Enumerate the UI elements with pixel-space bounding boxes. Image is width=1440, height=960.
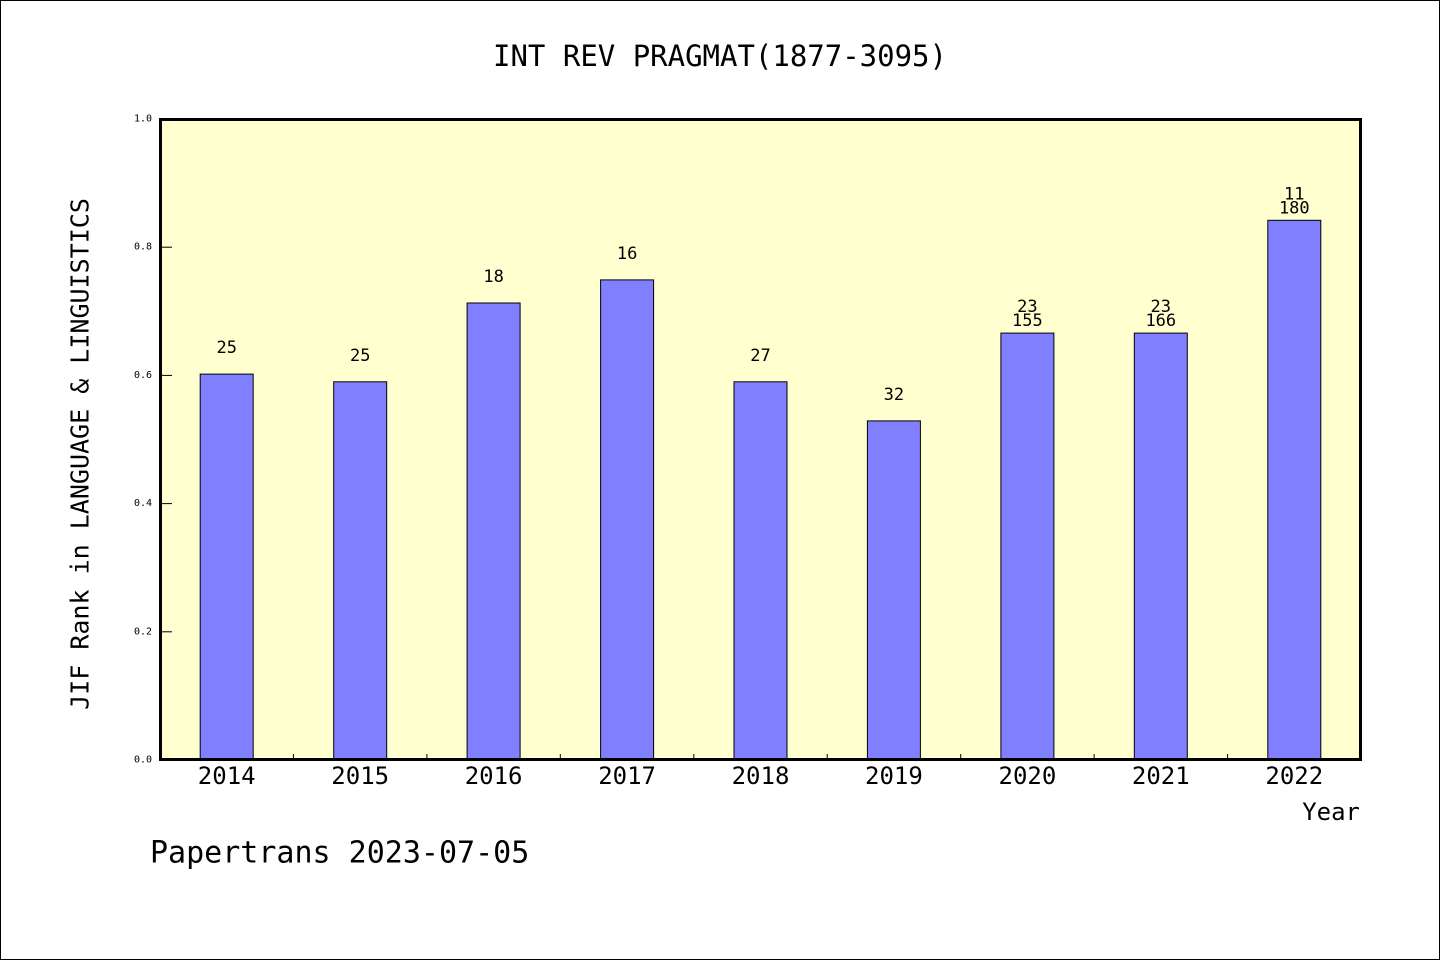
x-tick-label: 2021	[1132, 762, 1190, 790]
y-tick-label: 0.4	[134, 498, 152, 509]
y-tick-label: 1.0	[134, 114, 152, 125]
x-tick-label: 2015	[331, 762, 389, 790]
y-tick-label: 0.2	[134, 626, 152, 637]
y-tick-label: 0.8	[134, 242, 152, 253]
y-tick-label: 0.6	[134, 370, 152, 381]
data-label: 25	[350, 346, 370, 366]
data-label: 18	[483, 267, 503, 287]
x-tick-label: 2020	[999, 762, 1057, 790]
bar-2017	[600, 279, 655, 761]
bar-2020	[1000, 332, 1055, 761]
y-axis-label: JIF Rank in LANGUAGE & LINGUISTICS	[66, 198, 95, 710]
x-tick-label: 2022	[1265, 762, 1323, 790]
x-tick-label: 2019	[865, 762, 923, 790]
data-label: 23	[1151, 297, 1171, 317]
x-tick-label: 2014	[198, 762, 256, 790]
bar-2022	[1267, 219, 1322, 761]
bar-2019	[866, 420, 921, 761]
x-tick-label: 2016	[465, 762, 523, 790]
plot-frame	[159, 118, 1362, 761]
y-tick-label: 0.0	[134, 755, 152, 766]
footer-credit: Papertrans 2023-07-05	[150, 836, 529, 871]
bar-2018	[733, 381, 788, 761]
data-label: 32	[884, 385, 904, 405]
bar-2015	[333, 381, 388, 761]
data-label: 16	[617, 244, 637, 264]
x-axis-tick-labels: 2014 2015 2016 2017 2018 2019 2020 2021 2022	[198, 762, 1323, 790]
data-label: 155	[1012, 311, 1043, 331]
bar-2014	[199, 373, 254, 761]
x-tick-label: 2017	[598, 762, 656, 790]
data-label: 166	[1145, 311, 1176, 331]
data-label: 25	[216, 338, 236, 358]
data-label: 180	[1279, 198, 1310, 218]
x-axis-label: Year	[1302, 798, 1360, 826]
data-label: 23	[1017, 297, 1037, 317]
x-tick-label: 2018	[732, 762, 790, 790]
data-label: 11	[1284, 184, 1304, 204]
y-axis-tick-labels: 0.0 0.2 0.4 0.6 0.8 1.0	[134, 114, 152, 766]
bar-2021	[1133, 332, 1188, 761]
data-label: 27	[750, 346, 770, 366]
bars	[199, 219, 1322, 761]
chart-title: INT REV PRAGMAT(1877-3095)	[493, 39, 947, 73]
bar-2016	[466, 302, 521, 761]
